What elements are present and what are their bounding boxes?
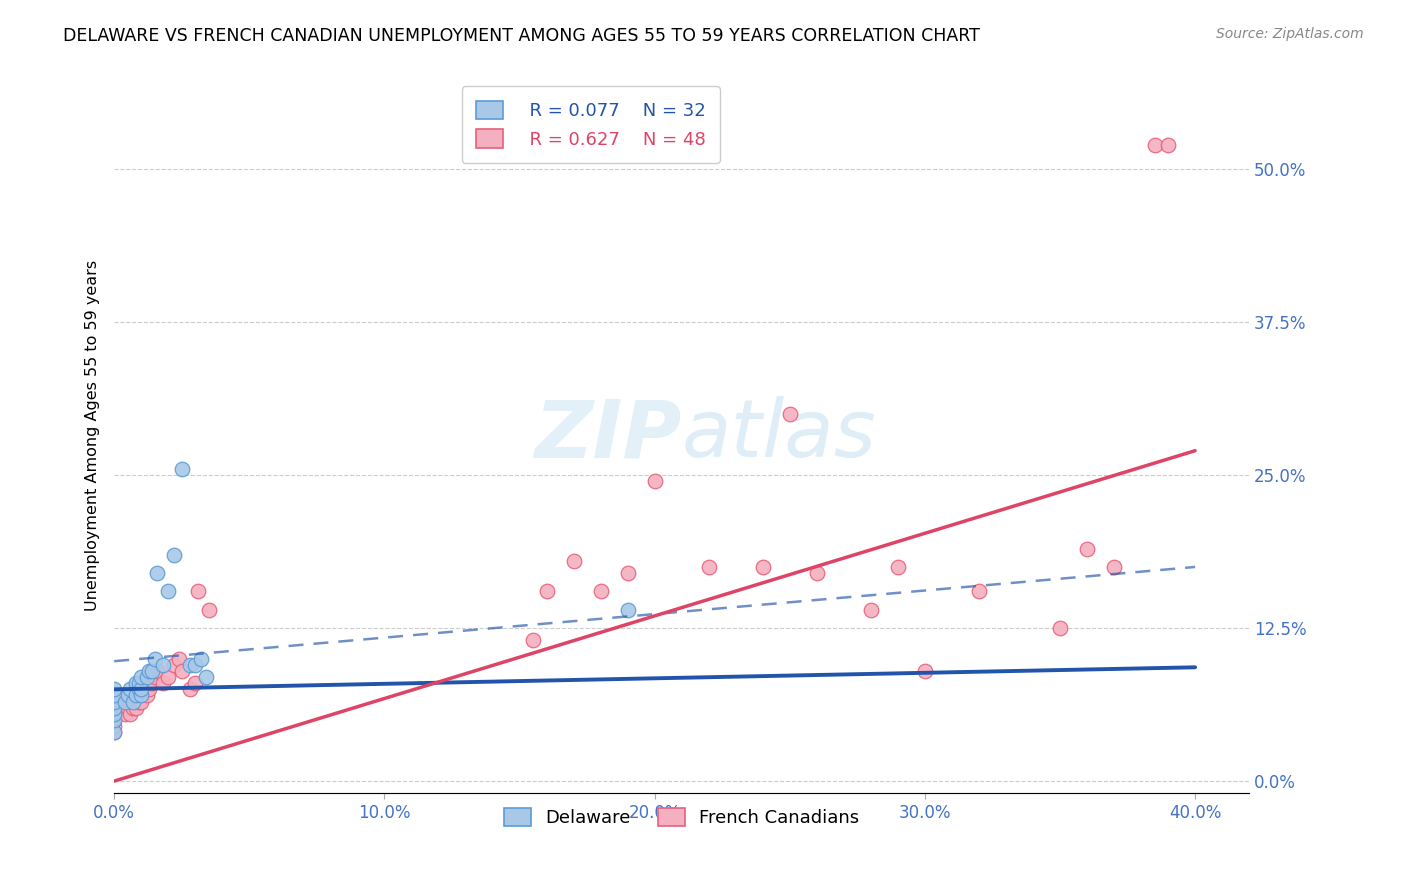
Point [522,633,544,648]
Point [135,689,157,703]
Point [1143,137,1166,152]
Point [128,682,150,697]
Point [152,657,174,672]
Point [129,689,152,703]
Point [117,700,139,714]
Point [143,670,166,684]
Point [616,566,638,580]
Point [162,657,184,672]
Point [103,682,125,697]
Point [122,700,145,714]
Point [103,695,125,709]
Point [114,706,136,721]
Point [170,664,193,678]
Point [187,584,209,599]
Point [120,706,142,721]
Point [138,682,160,697]
Point [120,695,142,709]
Point [129,682,152,697]
Text: DELAWARE VS FRENCH CANADIAN UNEMPLOYMENT AMONG AGES 55 TO 59 YEARS CORRELATION C: DELAWARE VS FRENCH CANADIAN UNEMPLOYMENT… [63,27,980,45]
Point [1076,541,1098,556]
Point [779,407,801,421]
Point [146,664,169,678]
Point [103,700,125,714]
Point [103,689,125,703]
Point [103,713,125,727]
Point [103,719,125,733]
Y-axis label: Unemployment Among Ages 55 to 59 years: Unemployment Among Ages 55 to 59 years [86,260,100,611]
Point [103,725,125,739]
Point [103,706,125,721]
Point [1102,560,1125,574]
Point [644,475,666,489]
Point [128,695,150,709]
Point [967,584,990,599]
Point [157,584,180,599]
Point [128,689,150,703]
Point [129,682,152,697]
Point [195,670,218,684]
Point [141,664,163,678]
Point [184,657,207,672]
Point [125,700,148,714]
Point [125,689,148,703]
Point [170,462,193,476]
Point [179,682,201,697]
Point [157,670,180,684]
Point [103,706,125,721]
Point [128,676,150,690]
Point [162,548,184,562]
Point [589,584,612,599]
Point [914,664,936,678]
Legend: Delaware, French Canadians: Delaware, French Canadians [496,801,866,834]
Point [806,566,828,580]
Point [141,676,163,690]
Point [129,695,152,709]
Point [129,670,152,684]
Point [697,560,720,574]
Point [143,651,166,665]
Point [117,689,139,703]
Point [562,554,585,568]
Point [1157,137,1180,152]
Point [751,560,773,574]
Point [103,713,125,727]
Text: atlas: atlas [682,396,876,475]
Text: ZIP: ZIP [534,396,682,475]
Point [197,603,219,617]
Point [122,695,145,709]
Point [146,566,169,580]
Point [114,695,136,709]
Point [536,584,558,599]
Point [152,676,174,690]
Point [190,651,212,665]
Text: Source: ZipAtlas.com: Source: ZipAtlas.com [1216,27,1364,41]
Point [103,725,125,739]
Point [167,651,190,665]
Point [125,676,148,690]
Point [887,560,910,574]
Point [135,670,157,684]
Point [120,682,142,697]
Point [179,657,201,672]
Point [184,676,207,690]
Point [103,700,125,714]
Point [616,603,638,617]
Point [138,664,160,678]
Point [1049,621,1071,635]
Point [859,603,882,617]
